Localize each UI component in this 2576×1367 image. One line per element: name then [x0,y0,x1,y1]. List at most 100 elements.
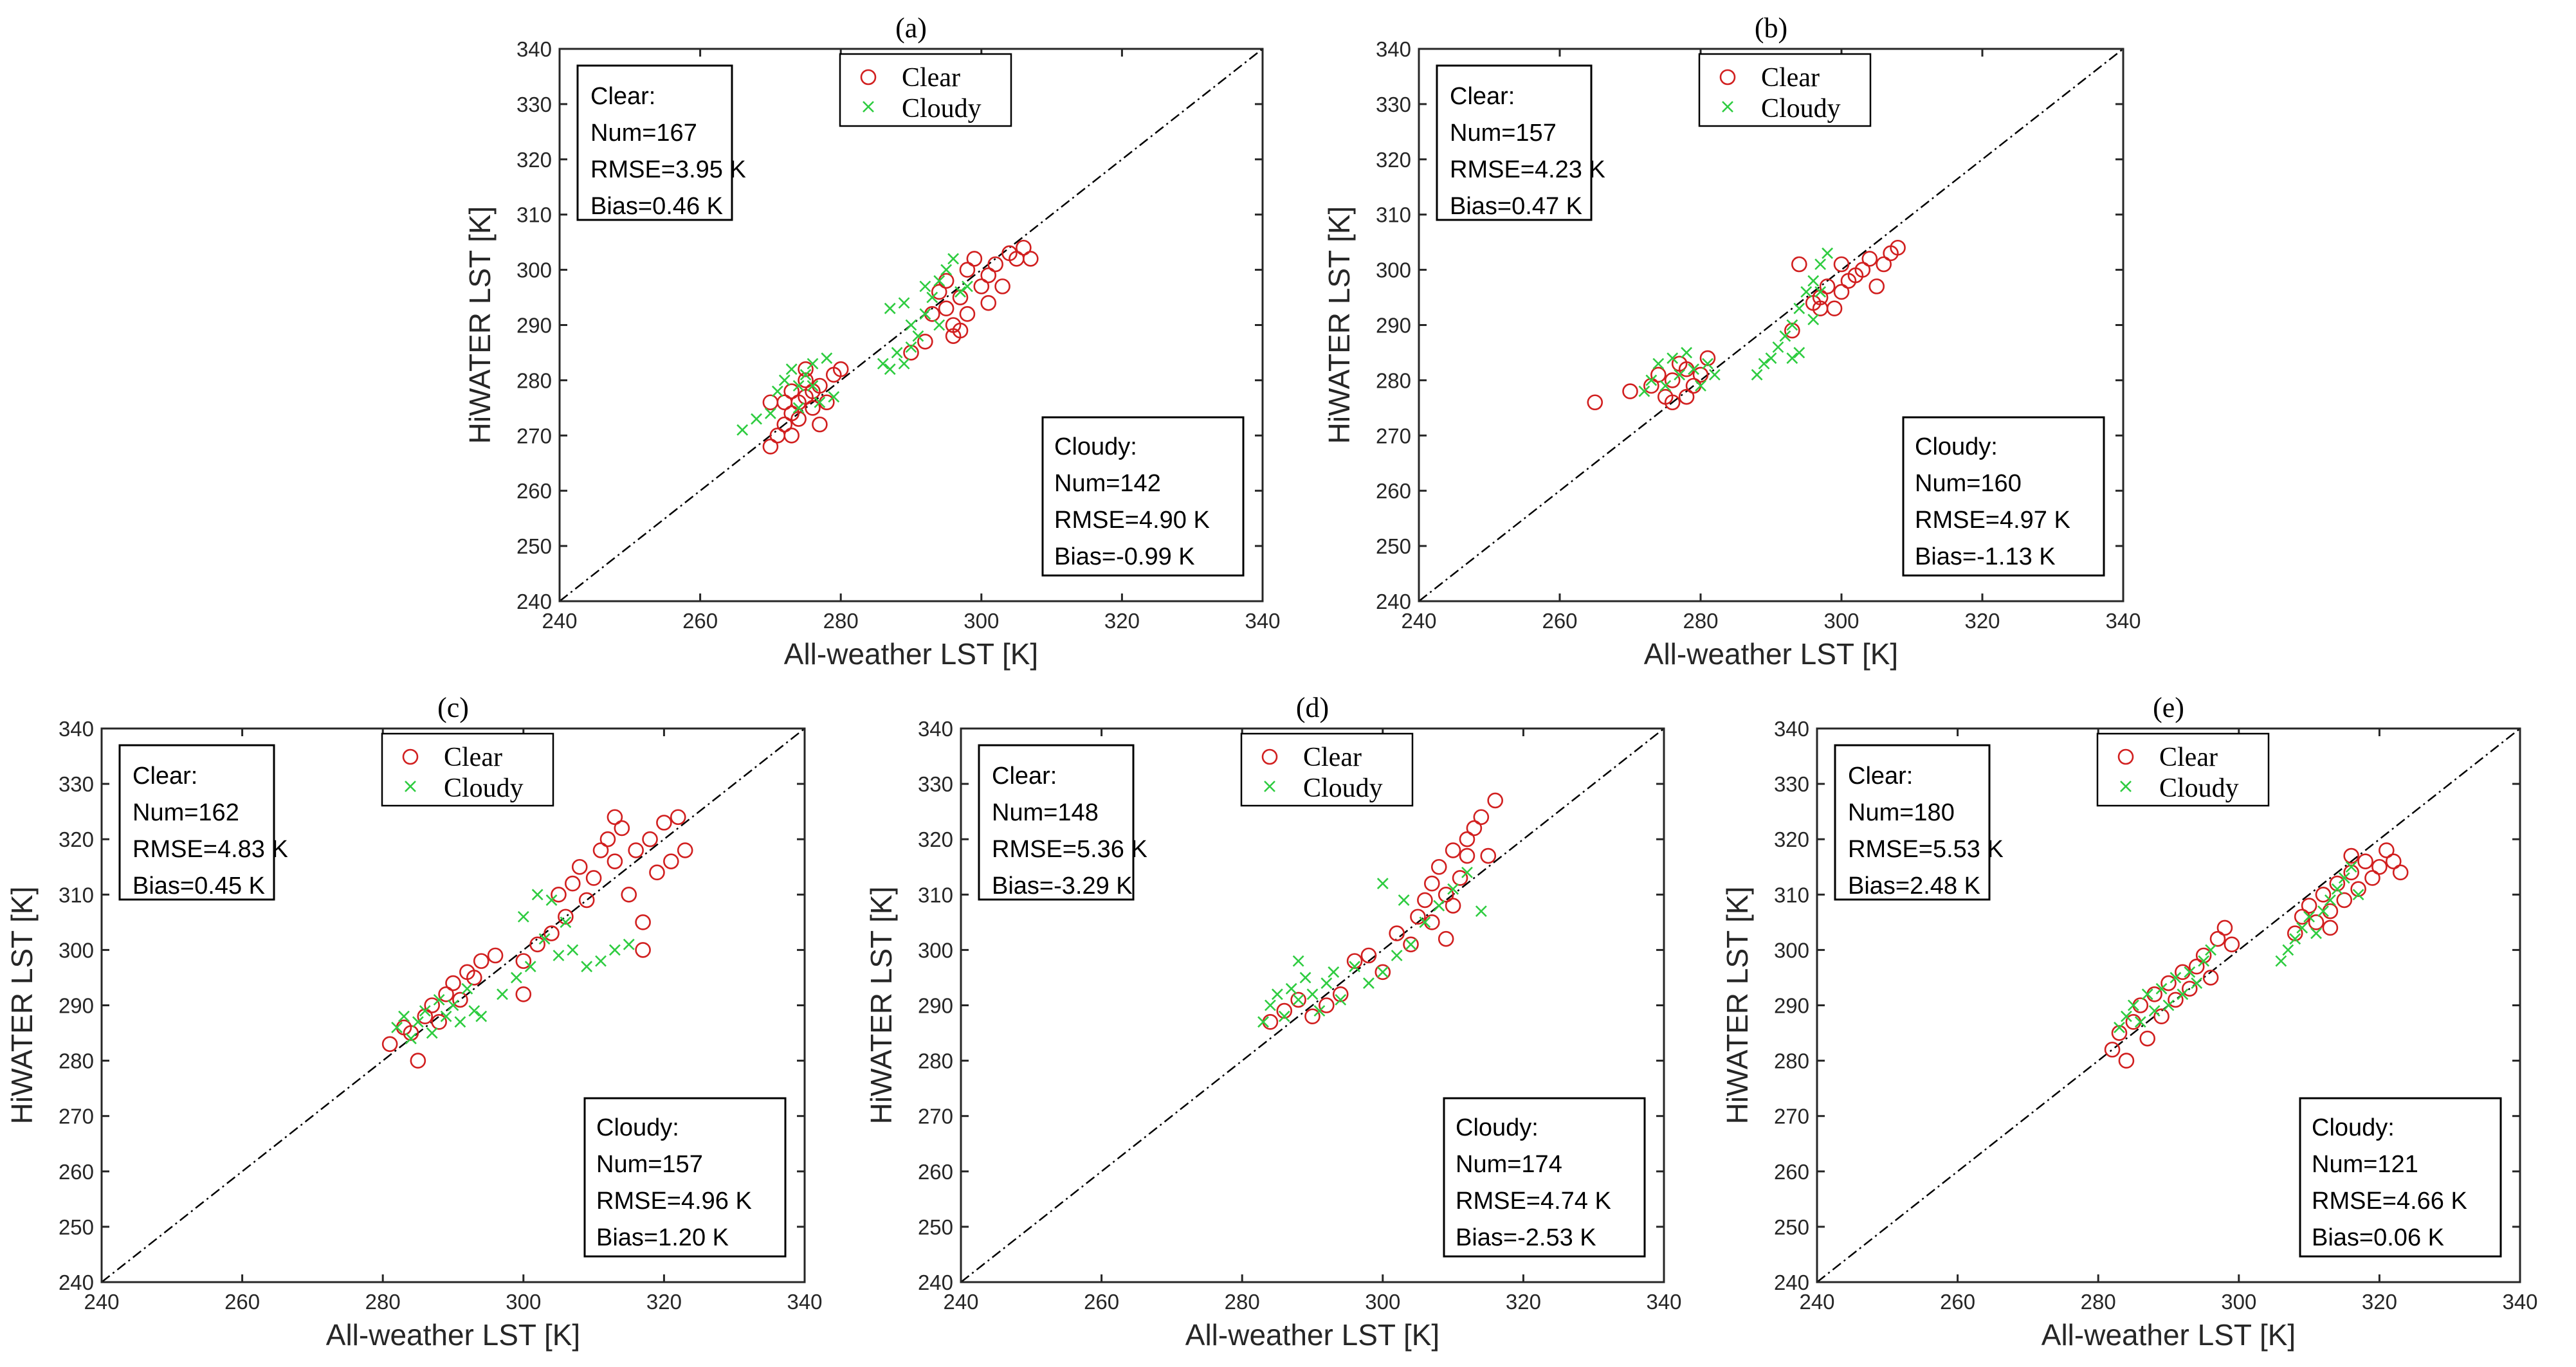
y-tick-label: 270 [516,424,552,448]
clear-stats-line: Bias=2.48 K [1848,873,1980,900]
y-tick-label: 240 [516,590,552,613]
cloudy-point [440,1010,452,1022]
clear-point [1692,367,1709,383]
clear-point [2188,958,2205,975]
x-tick-label: 300 [964,609,999,633]
cloudy-point [468,1005,480,1017]
y-tick-label: 270 [1774,1105,1809,1128]
clear-point [410,1053,426,1069]
y-tick-label: 320 [1376,148,1411,172]
x-tick-label: 320 [1104,609,1140,633]
clear-point [819,394,835,411]
legend-cloudy-marker [1264,781,1275,792]
cloudy-point [1391,950,1403,961]
clear-point [565,875,581,892]
clear-point [1664,372,1681,388]
y-tick-label: 290 [59,994,94,1018]
clear-point [529,936,545,953]
cloudy-point [1306,988,1319,1000]
clear-point [1826,300,1843,317]
clear-stats-line: Clear: [992,763,1057,790]
clear-point [980,267,997,284]
clear-point [2160,975,2177,991]
cloudy-point [1447,883,1459,895]
clear-point [670,809,686,826]
clear-point [1459,831,1475,847]
x-axis-label: All-weather LST [K] [326,1318,580,1352]
cloudy-point [919,308,931,320]
cloudy-point [1751,368,1763,381]
cloudy-stats-box [1443,1097,1646,1258]
cloudy-point [2184,966,2196,978]
scatter-panel-e: 240 260 280 300 320 340 240 250 260 270 280 290 300 3… [1721,692,2538,1352]
clear-stats-box [118,744,275,901]
clear-point [438,986,454,1002]
clear-point [1459,847,1475,864]
clear-point [966,251,983,267]
cloudy-point [1758,358,1770,370]
cloudy-point [1667,352,1679,364]
cloudy-point [1278,1010,1290,1022]
clear-point [621,887,637,903]
cloudy-point [2331,883,2343,895]
clear-point [805,400,821,416]
y-tick-label: 260 [1774,1160,1809,1184]
clear-point [1833,256,1850,273]
clear-point [2132,997,2149,1013]
clear-point [2371,858,2388,875]
cloudy-point [1772,341,1784,353]
clear-stats-line: Bias=0.45 K [132,873,265,900]
y-tick-label: 340 [516,37,552,61]
cloudy-point [1814,286,1827,298]
y-tick-label: 250 [516,534,552,558]
legend-clear-marker [2117,748,2134,765]
scatter-panel-a: 240 260 280 300 320 340 240 250 260 270 280 290 300 3… [463,12,1281,671]
cloudy-point [955,286,966,298]
y-tick-label: 340 [1774,717,1809,741]
cloudy-stats-line: Cloudy: [1915,433,1998,460]
cloudy-point [1681,347,1693,359]
x-tick-label: 240 [1401,609,1436,633]
clear-point [424,997,441,1013]
y-tick-label: 280 [918,1049,953,1073]
cloudy-point [1652,358,1665,370]
cloudy-point [1645,374,1658,386]
legend-clear-label: Clear [2159,743,2218,772]
cloudy-point [2275,955,2287,967]
clear-stats-line: Bias=0.47 K [1450,193,1582,220]
cloudy-point [905,341,917,353]
clear-point [2392,864,2409,881]
cloudy-point [1257,1016,1269,1028]
cloudy-stats-line: Bias=0.06 K [2312,1224,2444,1251]
x-tick-label: 340 [2502,1290,2537,1314]
cloudy-point [962,280,973,293]
cloudy-stats-line: RMSE=4.97 K [1915,507,2070,534]
y-tick-label: 270 [1376,424,1411,448]
cloudy-point [595,955,607,967]
panel-title: (b) [1755,12,1787,44]
cloudy-point [764,408,776,419]
cloudy-stats-line: RMSE=4.90 K [1054,507,1210,534]
x-tick-label: 320 [2362,1290,2397,1314]
x-tick-label: 300 [506,1290,541,1314]
x-tick-label: 320 [1964,609,2000,633]
clear-point [1452,870,1468,886]
legend-cloudy-marker [1722,101,1733,113]
cloudy-point [2127,999,2139,1011]
y-tick-label: 260 [59,1160,94,1184]
cloudy-point [2191,977,2203,989]
x-tick-label: 280 [1683,609,1718,633]
y-tick-label: 320 [1774,828,1809,851]
clear-point [1819,278,1836,294]
clear-point [558,909,574,925]
y-tick-label: 300 [516,258,552,282]
clear-point [1812,300,1829,317]
cloudy-point [2317,905,2329,918]
cloudy-stats-line: Cloudy: [2312,1114,2395,1141]
cloudy-stats-box [1041,416,1245,577]
clear-point [1319,997,1335,1013]
x-tick-label: 280 [823,609,859,633]
x-tick-label: 260 [1084,1290,1119,1314]
x-tick-label: 300 [1365,1290,1400,1314]
cloudy-point [412,1016,424,1028]
